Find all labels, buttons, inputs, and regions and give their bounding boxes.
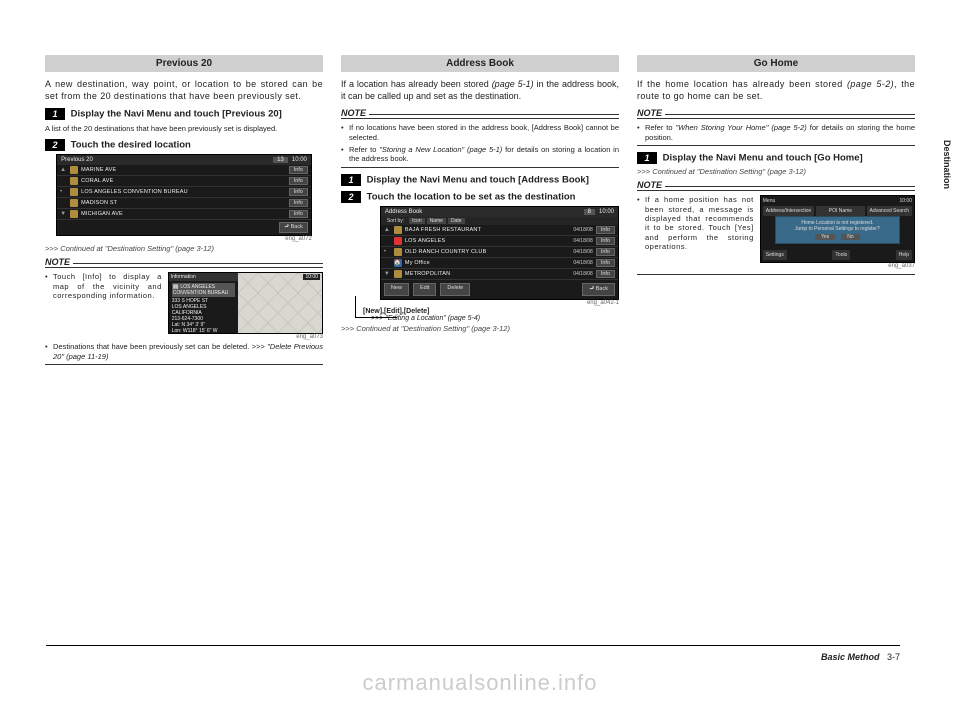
screenshot-go-home: Menu10:00 Address/Intersection POI Name … [760,195,915,263]
footer-text: Basic Method 3-7 [821,652,900,662]
section-heading: Address Book [341,55,619,72]
screenshot-address-book: Address Book810:00 Sort by:IconNameDate … [380,206,619,300]
footer-rule [46,645,900,646]
side-tab: Destination [942,140,952,189]
section-heading: Previous 20 [45,55,323,72]
screenshot-info: Information 🏢 LOS ANGELESCONVENTION BURE… [168,272,323,334]
step-1: 1 Display the Navi Menu and touch [Addre… [341,174,619,187]
intro-text: If a location has already been stored (p… [341,78,619,102]
step-1-sub: A list of the 20 destinations that have … [45,124,323,133]
column-previous-20: Previous 20 A new destination, way point… [45,55,323,365]
screenshot-prev20: Previous 201310:00 ▲MARINE AVEInfo CORAL… [56,154,312,236]
column-address-book: Address Book If a location has already b… [341,55,619,365]
continued-ref: >>> Continued at "Destination Setting" (… [341,324,619,333]
step-1: 1 Display the Navi Menu and touch [Go Ho… [637,152,915,165]
step-1: 1 Display the Navi Menu and touch [Previ… [45,108,323,121]
watermark: carmanualsonline.info [0,670,960,696]
note-rule: NOTE [45,257,323,268]
step-2: 2 Touch the location to be set as the de… [341,191,619,204]
column-go-home: Go Home If the home location has already… [637,55,915,365]
caption: eng_a072 [56,236,312,242]
intro-text: If the home location has already been st… [637,78,915,102]
intro-text: A new destination, way point, or locatio… [45,78,323,102]
step-badge: 1 [45,108,65,120]
continued-ref: >>> Continued at "Destination Setting" (… [45,244,323,253]
step-badge: 2 [45,139,65,151]
section-heading: Go Home [637,55,915,72]
step-2: 2 Touch the desired location [45,139,323,152]
